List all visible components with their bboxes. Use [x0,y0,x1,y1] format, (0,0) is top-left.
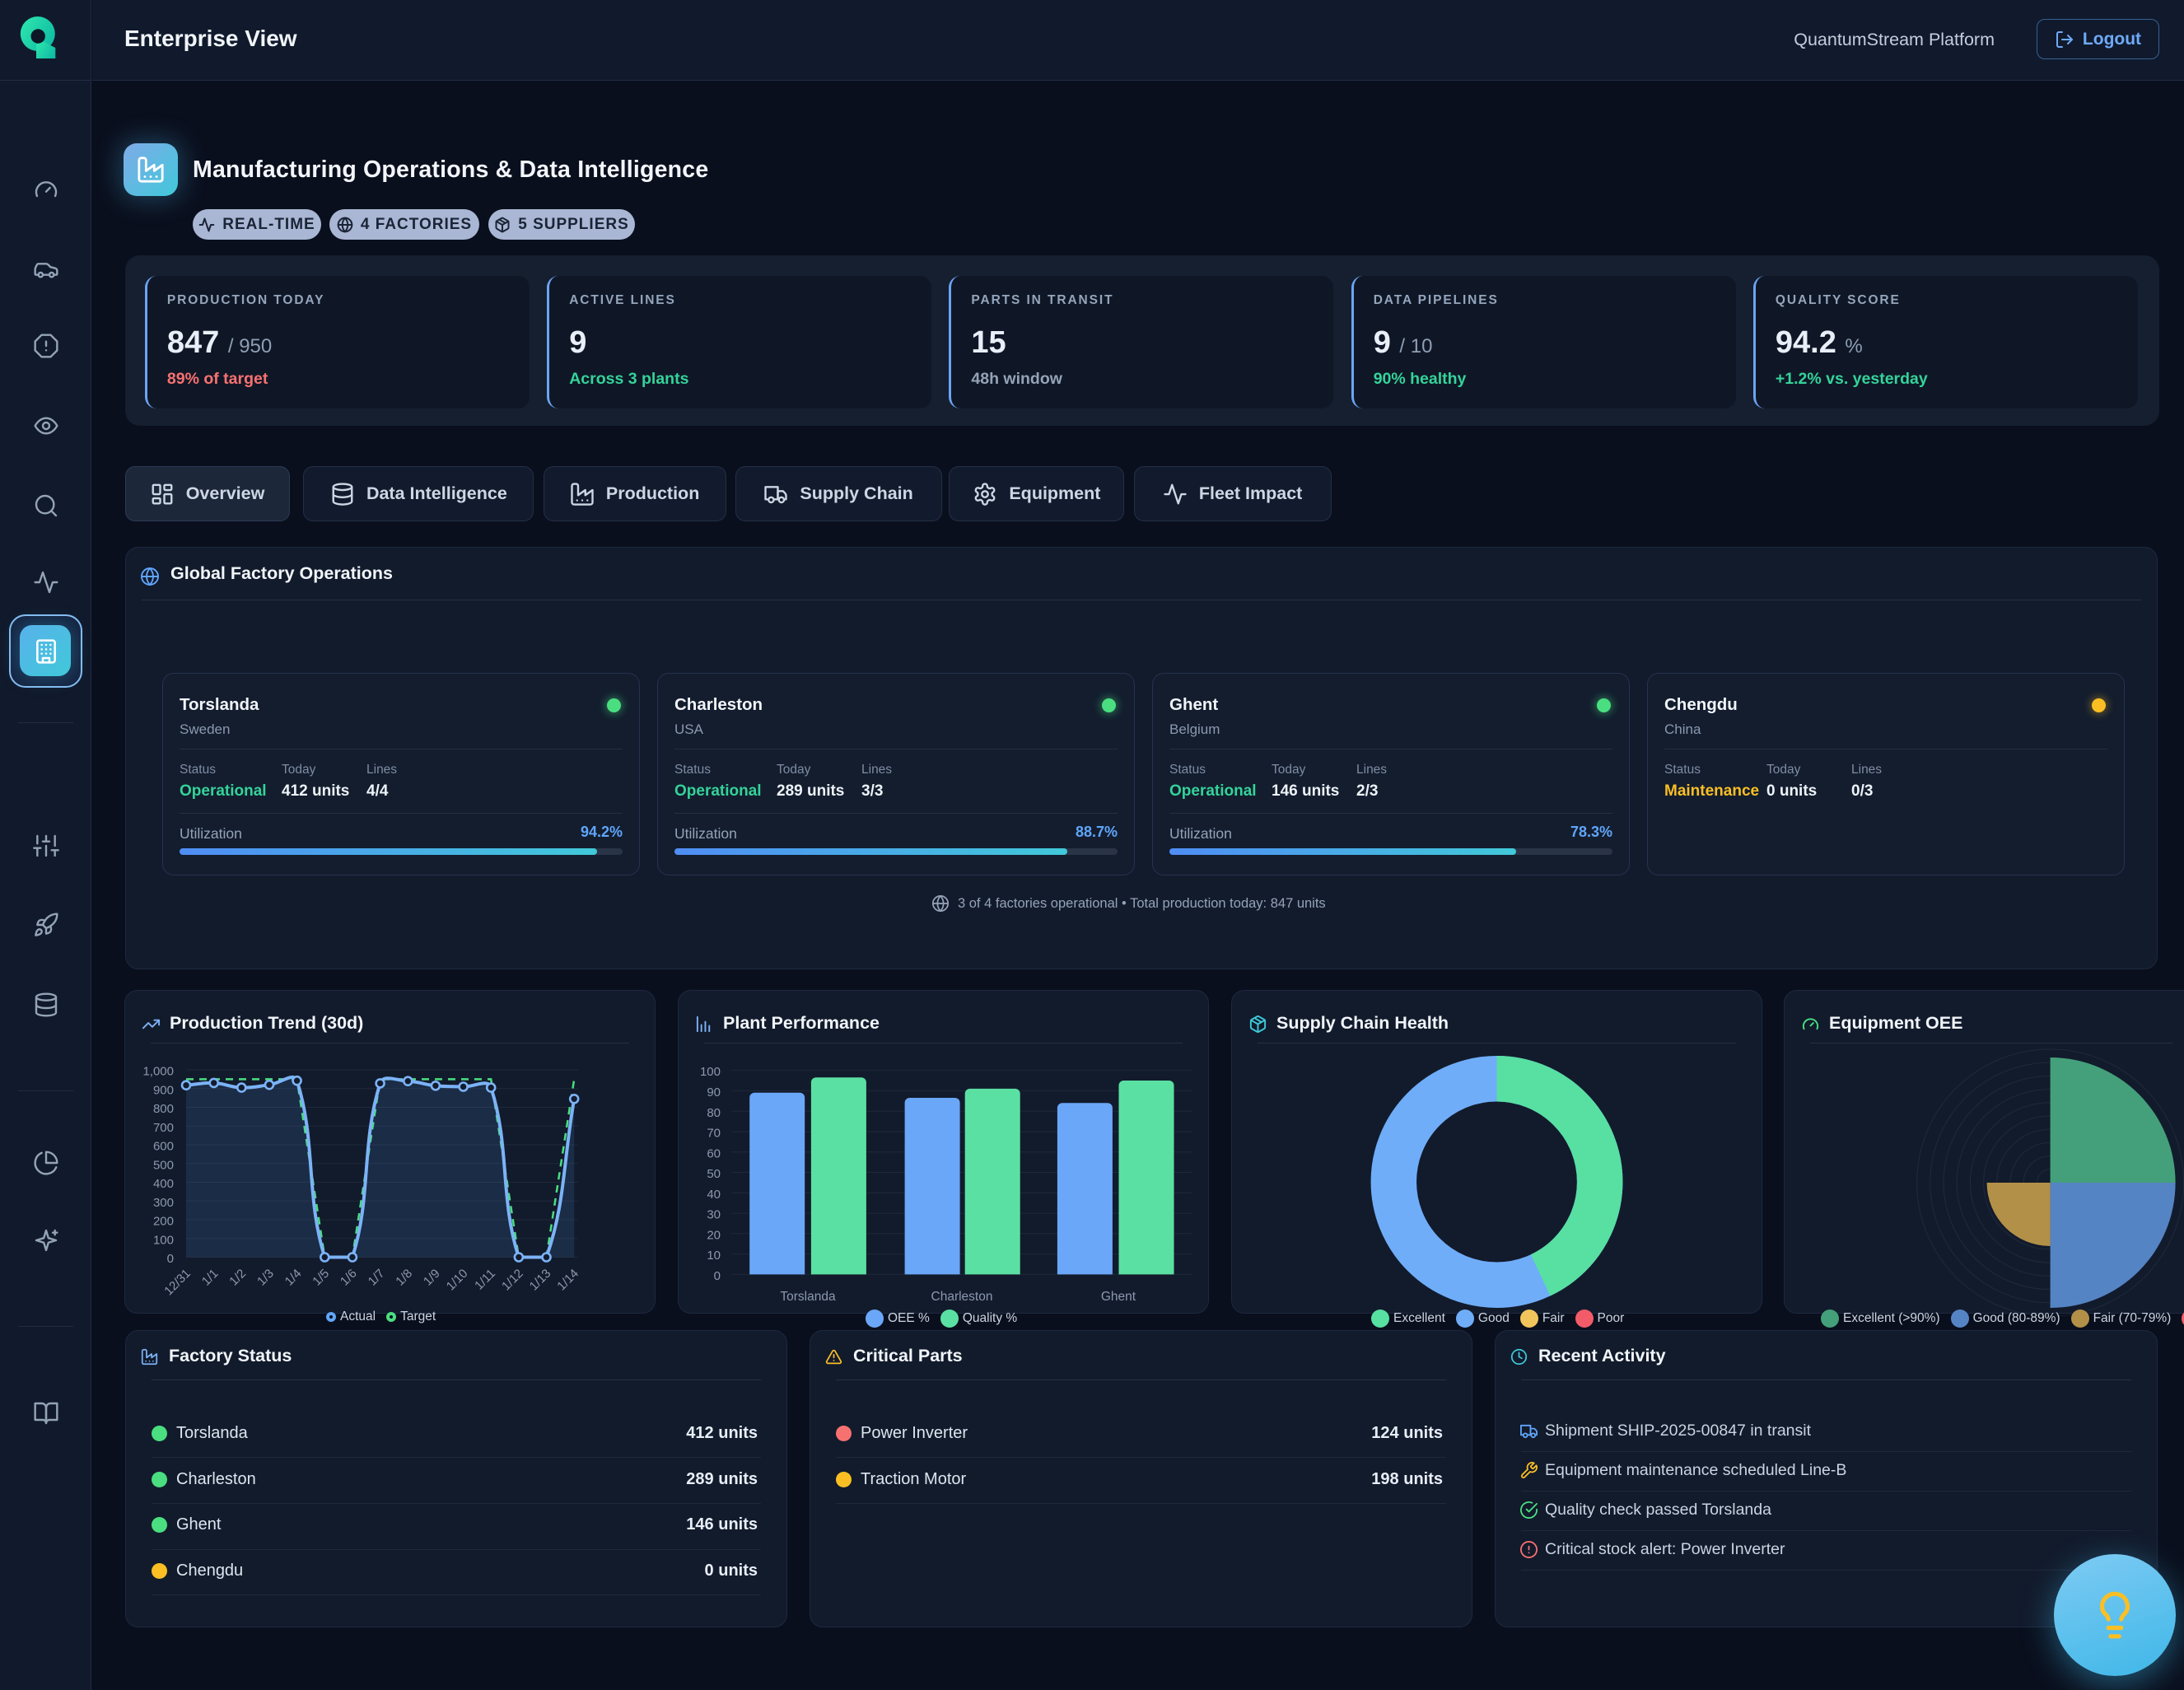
svg-text:1/8: 1/8 [393,1267,415,1289]
svg-text:Charleston: Charleston [931,1290,993,1304]
svg-text:20: 20 [707,1228,721,1242]
svg-text:400: 400 [153,1177,174,1191]
svg-text:800: 800 [153,1102,174,1116]
svg-text:900: 900 [153,1083,174,1097]
svg-text:Torslanda: Torslanda [780,1290,836,1304]
svg-text:100: 100 [700,1065,721,1079]
svg-text:300: 300 [153,1196,174,1210]
svg-text:1/12: 1/12 [499,1267,526,1294]
svg-text:50: 50 [707,1167,721,1181]
svg-text:Ghent: Ghent [1101,1290,1136,1304]
svg-text:1/14: 1/14 [554,1267,581,1294]
svg-text:10: 10 [707,1249,721,1263]
svg-text:1/6: 1/6 [338,1267,360,1289]
svg-text:30: 30 [707,1208,721,1222]
svg-text:1/3: 1/3 [254,1267,277,1289]
svg-text:70: 70 [707,1127,721,1141]
svg-text:1/9: 1/9 [421,1267,443,1289]
svg-text:1/1: 1/1 [199,1267,222,1289]
svg-text:100: 100 [153,1233,174,1247]
svg-text:80: 80 [707,1106,721,1120]
svg-text:1/10: 1/10 [444,1267,471,1294]
svg-text:1/5: 1/5 [310,1267,332,1289]
svg-text:12/31: 12/31 [161,1267,194,1299]
svg-text:90: 90 [707,1085,721,1099]
svg-text:1/13: 1/13 [527,1267,554,1294]
svg-text:1/4: 1/4 [282,1267,305,1289]
svg-text:500: 500 [153,1158,174,1172]
svg-text:1/2: 1/2 [226,1267,249,1289]
svg-text:1/11: 1/11 [472,1267,498,1293]
svg-text:40: 40 [707,1188,721,1202]
svg-text:60: 60 [707,1146,721,1160]
svg-text:700: 700 [153,1121,174,1135]
svg-text:600: 600 [153,1140,174,1154]
svg-text:200: 200 [153,1215,174,1229]
svg-text:0: 0 [167,1252,174,1266]
svg-text:1/7: 1/7 [366,1267,388,1289]
svg-text:0: 0 [714,1269,721,1283]
svg-text:1,000: 1,000 [142,1065,174,1079]
